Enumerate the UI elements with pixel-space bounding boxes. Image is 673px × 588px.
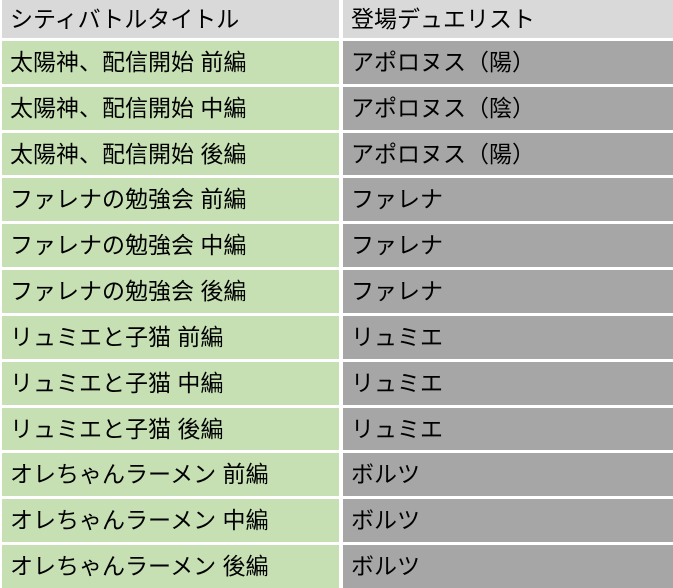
- table-cell-duelist[interactable]: リュミエ: [343, 407, 673, 451]
- table-cell-duelist[interactable]: ボルツ: [343, 499, 673, 543]
- table-cell-duelist[interactable]: ボルツ: [343, 453, 673, 497]
- table-cell-title[interactable]: リュミエと子猫 前編: [2, 315, 339, 359]
- table-cell-duelist[interactable]: リュミエ: [343, 361, 673, 405]
- table-cell-duelist[interactable]: アポロヌス（陽）: [343, 41, 673, 84]
- table-cell-duelist[interactable]: ファレナ: [343, 178, 673, 222]
- table-cell-title[interactable]: 太陽神、配信開始 中編: [2, 86, 339, 130]
- table-cell-duelist[interactable]: アポロヌス（陽）: [343, 132, 673, 176]
- table-cell-title[interactable]: オレちゃんラーメン 中編: [2, 499, 339, 543]
- table-cell-duelist[interactable]: ファレナ: [343, 270, 673, 313]
- table-cell-duelist[interactable]: リュミエ: [343, 315, 673, 359]
- table-cell-duelist[interactable]: ファレナ: [343, 224, 673, 268]
- table-cell-title[interactable]: ファレナの勉強会 中編: [2, 224, 339, 268]
- table-cell-duelist[interactable]: ボルツ: [343, 545, 673, 588]
- column-header-city-battle-title: シティバトルタイトル: [2, 0, 339, 38]
- table-cell-title[interactable]: ファレナの勉強会 後編: [2, 270, 339, 313]
- table-cell-title[interactable]: オレちゃんラーメン 前編: [2, 453, 339, 497]
- table-cell-duelist[interactable]: アポロヌス（陰）: [343, 86, 673, 130]
- column-header-appearing-duelist: 登場デュエリスト: [343, 0, 673, 38]
- table-cell-title[interactable]: リュミエと子猫 後編: [2, 407, 339, 451]
- table-cell-title[interactable]: リュミエと子猫 中編: [2, 361, 339, 405]
- table-cell-title[interactable]: オレちゃんラーメン 後編: [2, 545, 339, 588]
- table-cell-title[interactable]: ファレナの勉強会 前編: [2, 178, 339, 222]
- table-cell-title[interactable]: 太陽神、配信開始 前編: [2, 41, 339, 84]
- table-cell-title[interactable]: 太陽神、配信開始 後編: [2, 132, 339, 176]
